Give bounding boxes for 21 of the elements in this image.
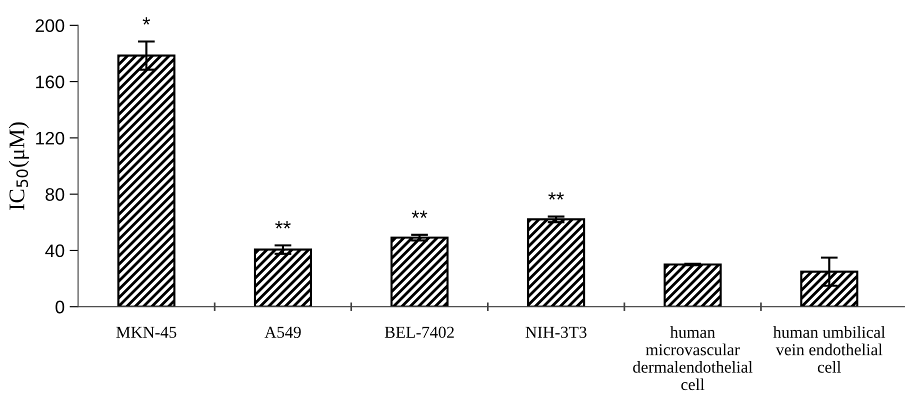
y-tick-label: 40 xyxy=(45,244,64,258)
bar xyxy=(254,248,312,307)
x-tick-label: human umbilical vein endothelial cell xyxy=(773,326,886,373)
x-tick-label: human microvascular dermalendothelial cell xyxy=(633,326,752,390)
x-tick-label: MKN-45 xyxy=(116,326,176,338)
y-axis-title: IC$_{50}$(μM) xyxy=(8,122,29,210)
annotation: ** xyxy=(412,210,428,218)
x-tick-label: NIH-3T3 xyxy=(526,326,586,338)
annotation: ** xyxy=(275,221,291,228)
y-tick-label: 200 xyxy=(36,19,64,32)
y-tick-label: 80 xyxy=(46,188,64,201)
x-tick-label: A549 xyxy=(264,326,301,338)
y-tick-label: 120 xyxy=(36,132,64,145)
bar xyxy=(527,218,586,307)
bar xyxy=(664,263,722,307)
x-tick-label: BEL-7402 xyxy=(384,326,454,338)
y-tick-label: 0 xyxy=(56,300,64,314)
text: * xyxy=(142,17,150,25)
y-tick-label: 160 xyxy=(36,76,64,88)
bar xyxy=(390,236,449,307)
annotation: ** xyxy=(548,192,564,200)
